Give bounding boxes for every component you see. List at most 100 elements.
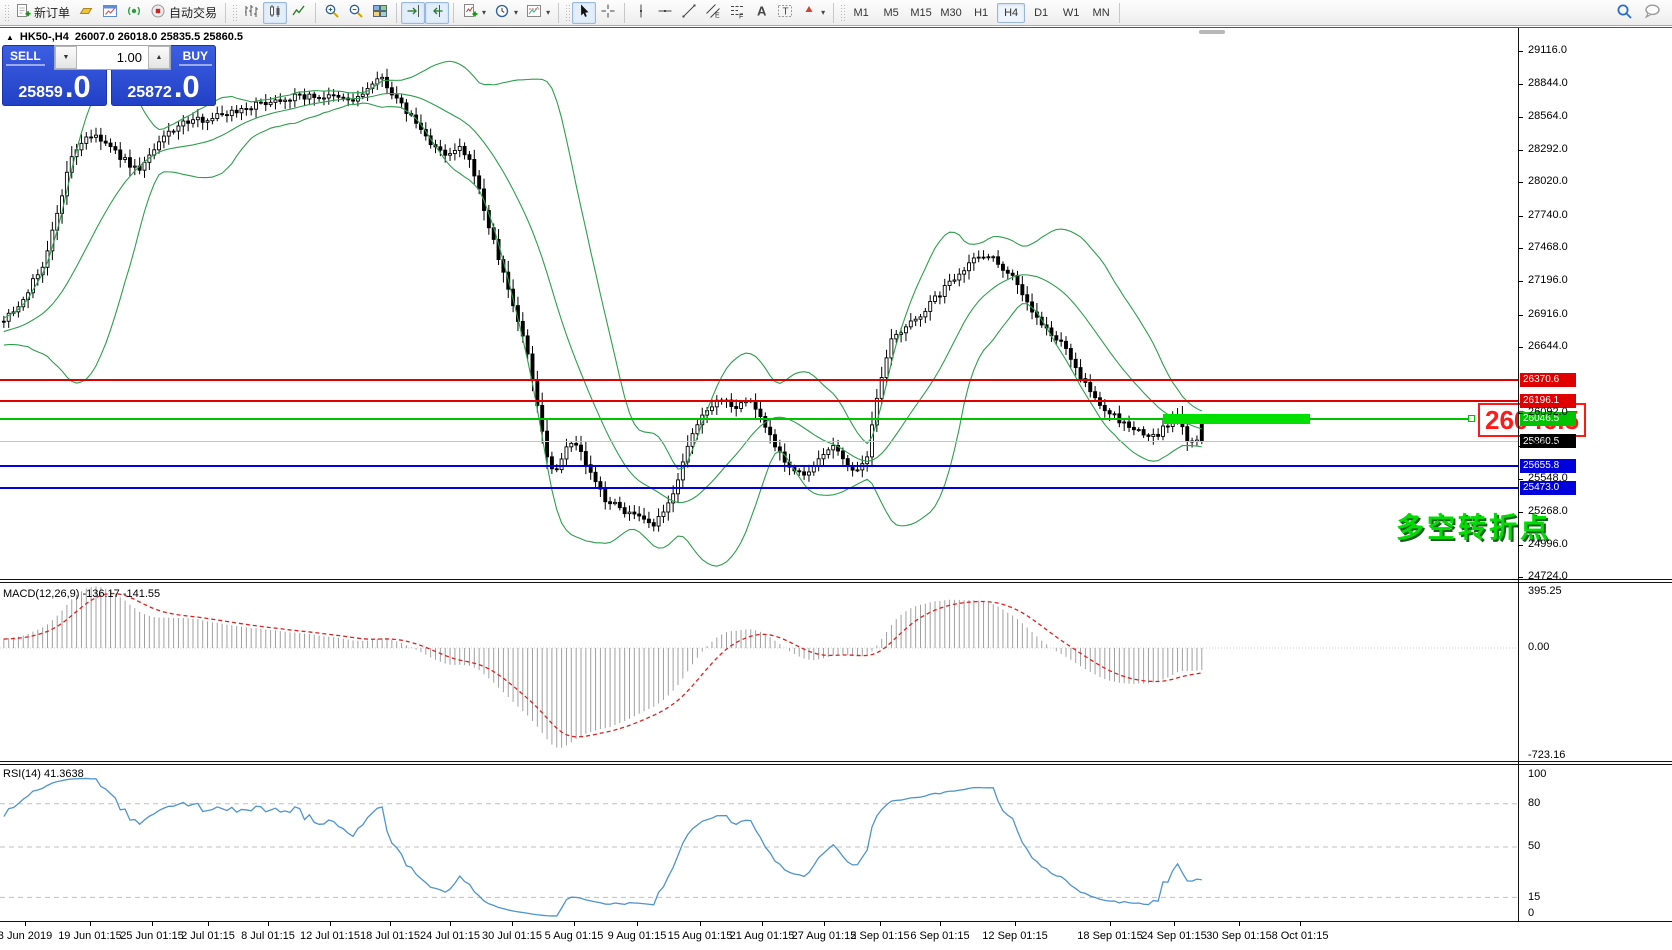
dropdown-caret-icon: ▾ [514,8,519,17]
price-axis-label: 26916.0 [1528,307,1568,320]
price-axis-label: 25268.0 [1528,505,1568,518]
tile-windows-button[interactable] [368,2,392,24]
horizontal-line-26196.1[interactable] [0,399,1518,402]
timeframe-button-m5[interactable]: M5 [883,6,899,19]
text-a-icon: A [753,3,769,22]
timeframe-button-m30[interactable]: M30 [940,6,962,19]
horizontal-line-button[interactable] [653,2,677,24]
chart-window-icon [102,3,118,22]
time-axis-label: 3 Jun 2019 [0,930,53,942]
rsi-axis-label: 15 [1528,891,1541,903]
macd-indicator-pane[interactable] [0,584,1518,761]
new-order-button[interactable]: 新订单 [11,2,74,24]
price-axis-tick [1518,413,1523,415]
charts-button[interactable] [98,2,122,24]
time-axis-tick [208,922,209,926]
arrows-button[interactable]: ▾ [797,2,829,24]
equidistant-channel-button[interactable]: E [701,2,725,24]
horizontal-line-25655.8[interactable] [0,464,1518,467]
toolbar-separator [315,2,317,23]
rsi-indicator-pane[interactable] [0,765,1518,921]
indicators-button[interactable]: ▾ [458,2,490,24]
timeframe-button-w1[interactable]: W1 [1062,6,1080,19]
zoom-out-button[interactable] [344,2,368,24]
time-axis-label: 27 Aug 01:15 [791,930,857,942]
price-axis-label: 25548.0 [1528,471,1568,484]
time-axis-label: 12 Jul 01:15 [300,930,360,942]
toolbar-drag-handle[interactable] [4,3,9,22]
line-chart-button[interactable] [287,2,311,24]
chinese-annotation-text[interactable]: 多空转折点 [1396,512,1552,543]
volume-input[interactable] [77,46,148,69]
periods-button[interactable]: ▾ [490,2,522,24]
search-icon[interactable] [1616,3,1633,23]
text-label-button[interactable]: T [773,2,797,24]
timeframe-button-m1[interactable]: M1 [853,6,869,19]
price-axis-tick [1518,51,1523,52]
profiles-button[interactable] [74,2,98,24]
crosshair-button[interactable] [596,2,620,24]
price-badge-25473.0: 25473.0 [1520,480,1576,495]
symbol-triangle-icon: ▲ [6,33,14,42]
time-axis-tick [25,922,26,926]
text-label-icon: T [777,3,793,22]
volume-increase-button[interactable]: ▲ [148,46,170,69]
time-axis-label: 2 Sep 01:15 [850,930,910,942]
autotrading-stop-icon [150,3,166,22]
cursor-button[interactable] [572,1,597,24]
time-axis-tick [880,922,881,926]
toolbar-drag-handle[interactable] [840,3,846,22]
horizontal-line-25473.0[interactable] [0,486,1518,489]
rsi-axis-label: 100 [1528,768,1547,780]
bid-price-line [0,441,1518,443]
main-chart-pane[interactable] [0,28,1518,579]
timeframe-button-mn[interactable]: MN [1092,6,1110,19]
buy-price: 25872 .0 [111,69,216,104]
auto-scroll-button[interactable] [401,1,426,24]
signals-button[interactable] [122,2,146,24]
horizontal-line-26046.5[interactable] [0,417,1468,420]
time-axis-tick [762,922,763,926]
timeframe-button-d1[interactable]: D1 [1034,6,1049,19]
price-axis-tick [1518,83,1523,85]
line-handle[interactable] [1468,415,1475,423]
text-button[interactable]: A [749,2,773,24]
volume-decrease-button[interactable]: ▼ [55,46,77,69]
toolbar-drag-handle[interactable] [565,3,571,22]
pane-separator[interactable] [0,764,1672,765]
timeframe-button-m15[interactable]: M15 [910,6,932,19]
pane-separator[interactable] [0,761,1672,762]
bar-chart-button[interactable] [239,2,263,24]
time-axis[interactable]: 3 Jun 2019 19 Jun 01:15 25 Jun 01:15 2 Jul … [0,922,1672,950]
rsi-axis-label: 50 [1528,840,1541,852]
toolbar-drag-handle[interactable] [232,3,238,22]
new-order-icon [15,3,31,22]
toolbar-separator [396,2,398,23]
timeframe-button-h4[interactable]: H4 [997,2,1026,23]
vertical-line-button[interactable] [629,2,653,24]
autotrading-button[interactable]: 自动交易 [146,2,221,24]
time-axis-label: 8 Oct 01:15 [1271,930,1329,942]
horizontal-line-26370.6[interactable] [0,378,1518,381]
candlestick-chart-button[interactable] [263,1,288,24]
chart-scrollbar-handle[interactable] [1199,30,1225,34]
chart-shift-button[interactable] [425,1,450,24]
green-highlight-bar[interactable] [1163,413,1310,424]
chat-icon[interactable] [1643,3,1662,22]
pane-separator[interactable] [0,582,1672,583]
svg-text:T: T [783,7,789,18]
pane-separator[interactable] [0,579,1672,580]
price-badge-25860.5: 25860.5 [1520,434,1576,449]
trendline-button[interactable] [677,2,701,24]
templates-button[interactable]: ▾ [522,2,554,24]
fibonacci-button[interactable]: F [725,2,749,24]
zoom-in-button[interactable] [320,2,344,24]
price-axis-tick [1518,281,1523,283]
price-axis-tick [1518,182,1523,184]
buy-price-pips: .0 [173,69,200,104]
timeframe-button-h1[interactable]: H1 [974,6,989,19]
price-badge-25655.8: 25655.8 [1520,458,1576,473]
time-axis-label: 15 Aug 01:15 [667,930,733,942]
time-axis-tick [824,922,825,926]
